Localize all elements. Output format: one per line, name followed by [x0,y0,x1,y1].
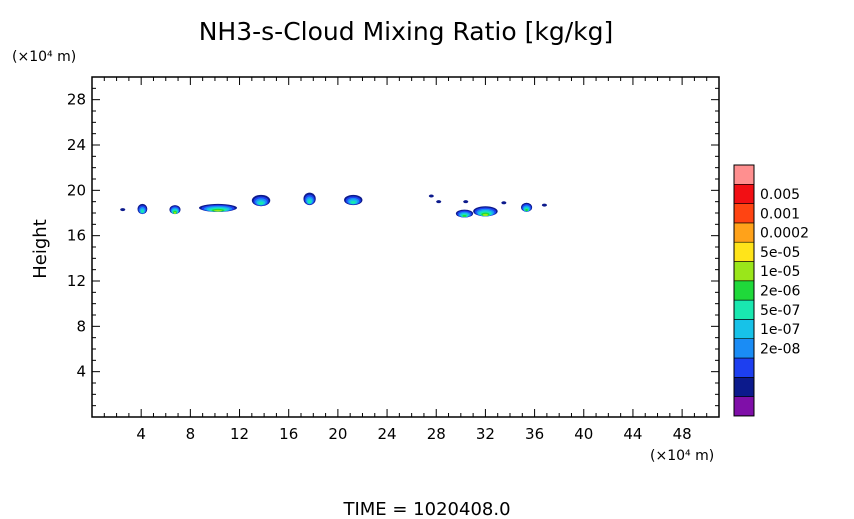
cloud-level-fill [141,210,144,213]
cloud-speck [541,203,547,207]
x-axis: 4 8 12 16 20 24 28 32 36 40 44 48 [103,77,708,443]
y-tick-label: 12 [67,272,86,290]
cloud-level-fill [214,209,223,212]
cloud-speck [120,208,126,212]
x-tick-label: 28 [427,425,446,443]
colorbar-swatch [733,203,755,224]
colorbar-label: 5e-07 [760,303,800,319]
x-tick-label: 16 [279,425,298,443]
cloud-level-fill [350,200,356,204]
cloud-patch [455,209,474,218]
colorbar-swatch [733,338,755,359]
cloud-patch [303,192,316,206]
y-axis: 4 8 12 16 20 24 28 [67,87,719,407]
colorbar-label: 2e-08 [760,341,800,357]
cloud-level-fill [525,208,528,212]
cloud-patch [137,203,148,215]
x-tick-label: 36 [525,425,544,443]
colorbar-swatch [733,261,755,282]
cloud-patch [521,202,533,212]
x-tick-label: 20 [328,425,347,443]
x-tick-label: 32 [476,425,495,443]
cloud-level-fill [462,214,467,217]
x-tick-label: 40 [574,425,593,443]
cloud-level-fill [258,201,264,205]
colorbar: 0.005 0.001 0.0002 5e-05 1e-05 2e-06 5e-07 1e-0… [733,164,809,417]
cloud-patch [344,194,363,206]
x-tick-label: 24 [378,425,397,443]
cloud-patch [473,206,498,217]
colorbar-swatch [733,396,755,417]
colorbar-label: 0.005 [760,187,800,203]
colorbar-frame [733,164,755,417]
y-axis-label: Height [30,219,51,279]
y-tick-label: 8 [76,317,86,335]
x-tick-label: 12 [230,425,249,443]
x-tick-label: 4 [136,425,146,443]
colorbar-swatch [733,164,755,185]
cloud-level-fill [307,200,312,204]
cloud-speck [463,200,469,204]
cloud-patch [198,203,238,212]
cloud-field [120,192,547,218]
time-label: TIME = 1020408.0 [342,499,510,519]
colorbar-label: 1e-07 [760,322,800,338]
y-tick-label: 4 [76,363,86,381]
colorbar-label: 1e-05 [760,264,800,280]
colorbar-swatch [733,357,755,378]
y-tick-label: 20 [67,181,86,199]
cloud-level-fill [482,213,489,217]
cloud-level-fill [173,211,177,214]
colorbar-swatch [733,376,755,397]
colorbar-label: 0.001 [760,206,800,222]
colorbar-swatch [733,299,755,320]
colorbar-swatch [733,184,755,204]
x-tick-label: 48 [673,425,692,443]
cloud-patch [169,205,181,215]
x-tick-label: 44 [623,425,642,443]
y-tick-label: 24 [67,136,86,154]
colorbar-label: 5e-05 [760,245,800,261]
cloud-speck [428,194,434,198]
colorbar-swatch [733,280,755,301]
plot-frame [91,76,720,418]
colorbar-label: 2e-06 [760,283,800,299]
cloud-patch [251,194,271,207]
cloud-speck [436,200,442,204]
y-tick-label: 16 [67,227,86,245]
x-axis-unit: (×10⁴ m) [650,448,714,464]
colorbar-swatch [733,241,755,262]
chart-title: NH3-s-Cloud Mixing Ratio [kg/kg] [199,17,614,46]
colorbar-swatch [733,222,755,243]
colorbar-swatch [733,319,755,339]
x-tick-label: 8 [186,425,196,443]
y-axis-unit: (×10⁴ m) [12,49,76,65]
colorbar-label: 0.0002 [760,226,809,242]
cloud-speck [501,201,507,205]
y-tick-label: 28 [67,91,86,109]
